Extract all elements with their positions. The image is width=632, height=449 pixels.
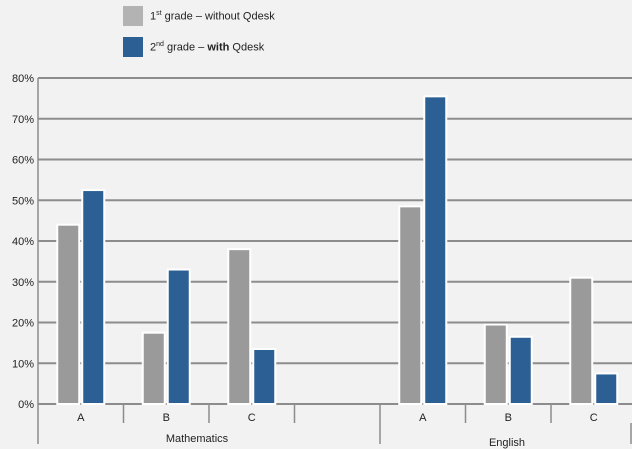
bar bbox=[594, 372, 619, 405]
x-category-label: B bbox=[163, 412, 170, 424]
y-tick-label: 20% bbox=[12, 318, 34, 330]
bar bbox=[141, 331, 166, 405]
x-axis: A B C A B C Mathematics English bbox=[37, 404, 632, 449]
group-label-mathematics: Mathematics bbox=[166, 433, 229, 445]
bar bbox=[398, 205, 423, 405]
legend-item-2nd-grade: 2nd grade – with Qdesk bbox=[123, 36, 275, 58]
gridlines bbox=[37, 77, 632, 405]
legend-item-1st-grade: 1st grade – without Qdesk bbox=[123, 5, 275, 27]
x-category-label: A bbox=[419, 412, 427, 424]
y-tick-label: 0% bbox=[18, 399, 34, 411]
legend-label-2nd-grade: 2nd grade – with Qdesk bbox=[150, 40, 265, 54]
y-tick-label: 10% bbox=[12, 358, 34, 370]
y-tick-label: 70% bbox=[12, 114, 34, 126]
y-tick-label: 40% bbox=[12, 236, 34, 248]
y-tick-label: 50% bbox=[12, 195, 34, 207]
bar bbox=[166, 268, 191, 405]
y-tick-label: 30% bbox=[12, 277, 34, 289]
x-category-label: C bbox=[248, 412, 256, 424]
legend: 1st grade – without Qdesk 2nd grade – wi… bbox=[123, 5, 275, 67]
x-category-label: B bbox=[505, 412, 512, 424]
group-label-english: English bbox=[489, 437, 525, 449]
y-tick-label: 80% bbox=[12, 73, 34, 85]
bar bbox=[423, 95, 448, 406]
x-category-label: A bbox=[77, 412, 85, 424]
bar bbox=[252, 347, 277, 405]
legend-label-1st-grade: 1st grade – without Qdesk bbox=[150, 9, 275, 23]
bar bbox=[508, 335, 533, 406]
legend-swatch-blue bbox=[123, 37, 143, 57]
bar bbox=[56, 223, 81, 405]
bar bbox=[569, 276, 594, 405]
bars bbox=[56, 95, 619, 406]
bar bbox=[227, 248, 252, 405]
y-tick-label: 60% bbox=[12, 155, 34, 167]
legend-swatch-gray bbox=[123, 6, 143, 26]
y-axis-ticks: 0% 10% 20% 30% 40% 50% 60% 70% 80% bbox=[12, 73, 34, 411]
bar bbox=[81, 189, 106, 405]
x-category-label: C bbox=[590, 412, 598, 424]
bar bbox=[483, 323, 508, 406]
